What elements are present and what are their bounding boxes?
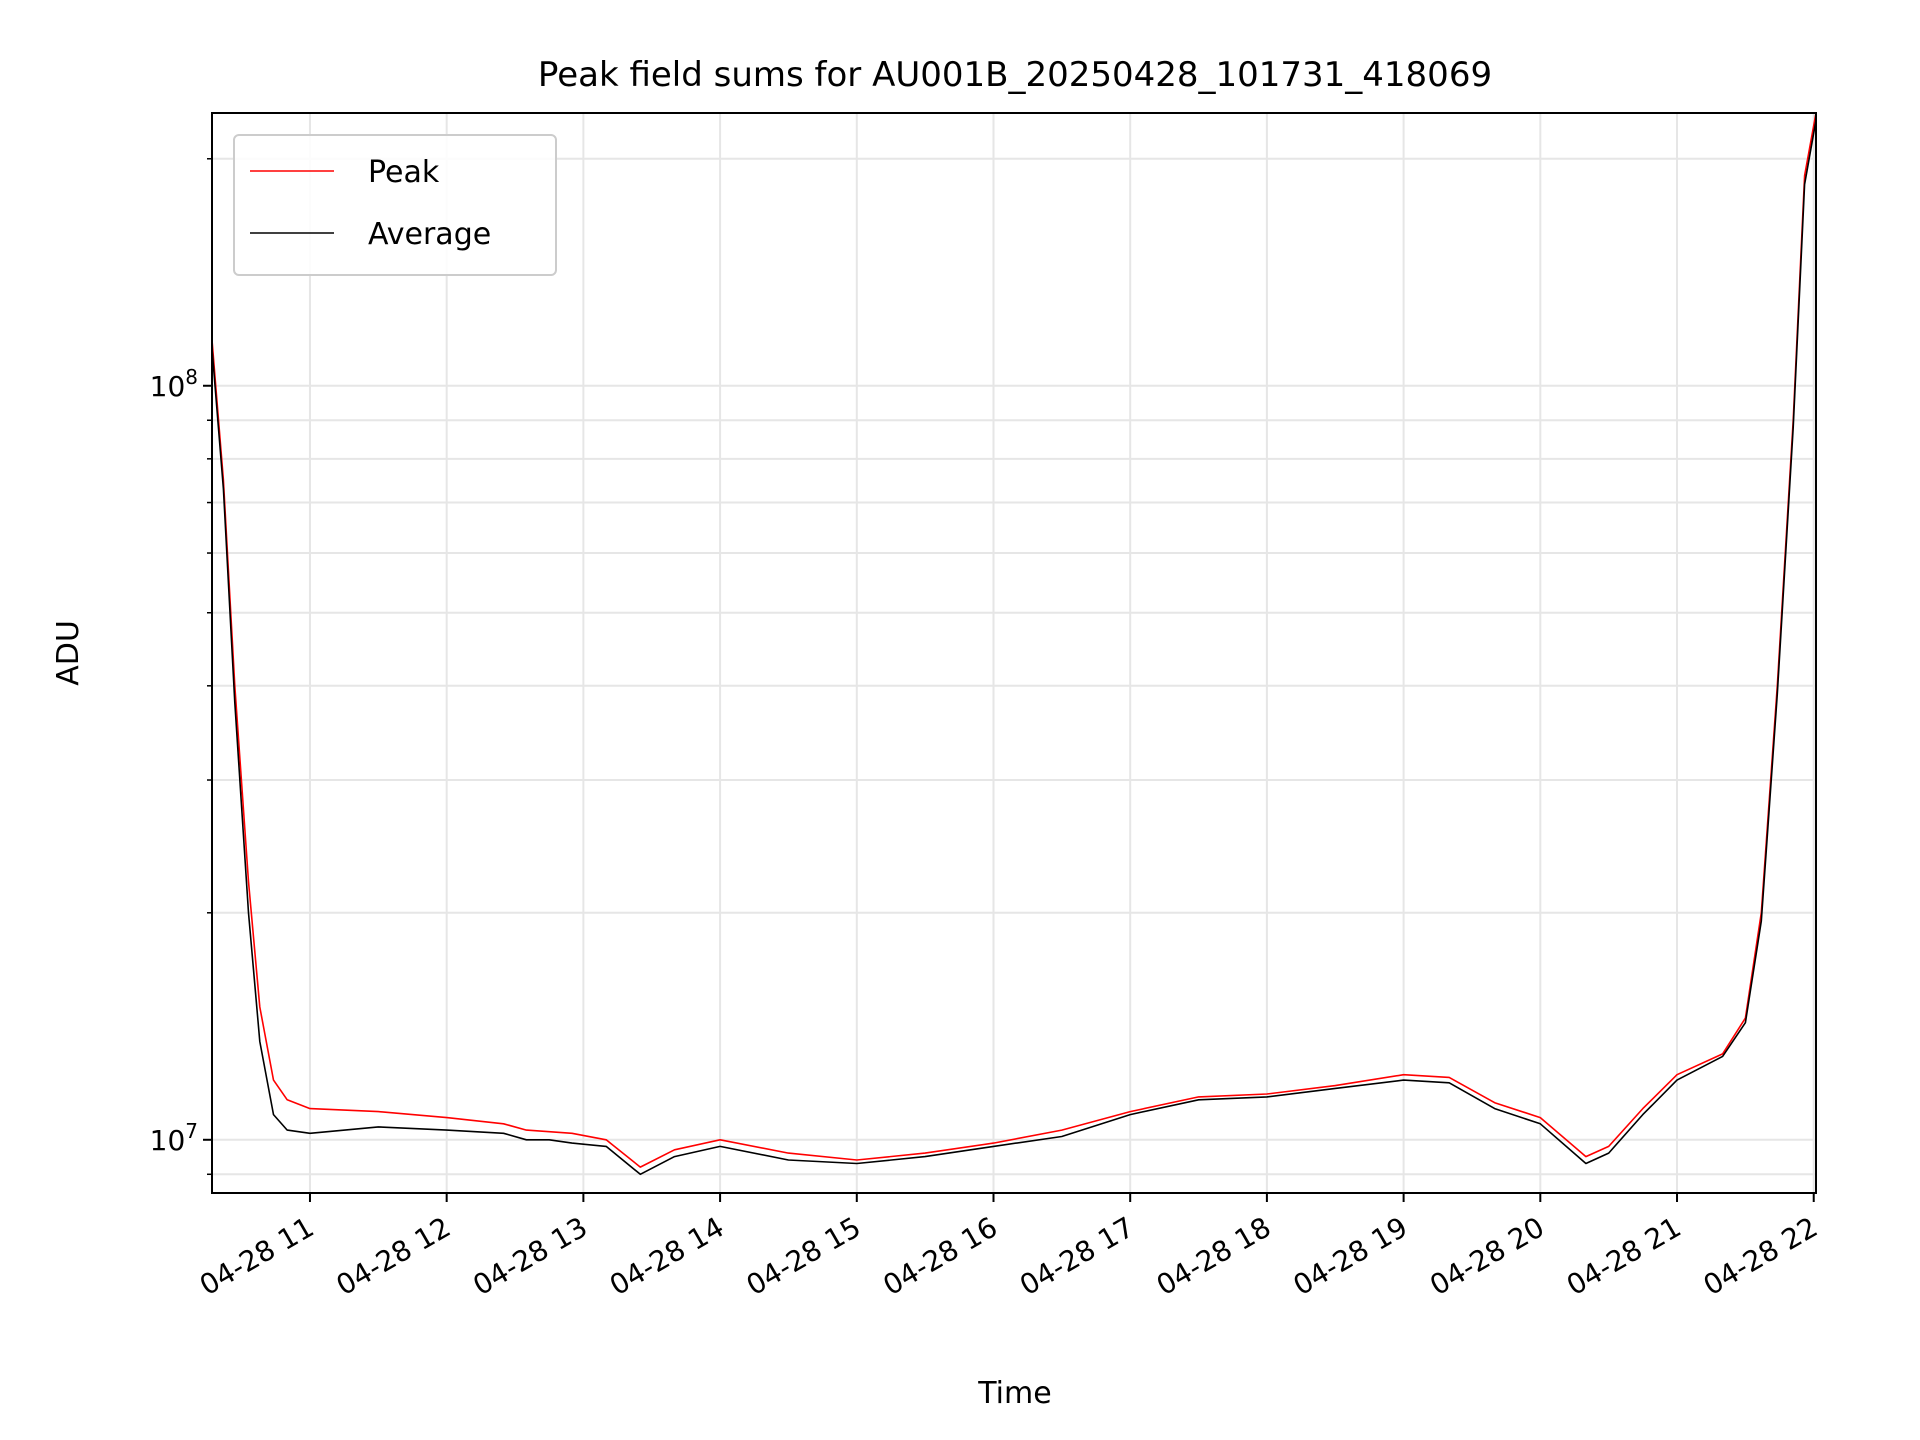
legend-label-average: Average	[368, 217, 491, 252]
series-line-average	[211, 120, 1817, 1176]
grid-lines	[212, 113, 1816, 1193]
series-layer	[211, 112, 1817, 1176]
y-tick-label-base: 10	[150, 370, 186, 403]
y-tick-label: 107	[150, 1119, 198, 1157]
series-line-peak	[211, 112, 1817, 1168]
x-axis-label: Time	[977, 1376, 1051, 1411]
legend-label-peak: Peak	[368, 155, 440, 190]
y-tick-label-base: 10	[150, 1124, 186, 1157]
y-axis-label: ADU	[51, 620, 86, 686]
y-tick-label-exponent: 8	[185, 365, 198, 389]
y-tick-label-exponent: 7	[185, 1119, 198, 1143]
legend: Peak Average	[233, 134, 557, 276]
plot-frame	[211, 112, 1817, 1194]
legend-box	[233, 134, 557, 276]
chart-title: Peak field sums for AU001B_20250428_1017…	[538, 55, 1492, 95]
y-tick-label: 108	[150, 365, 198, 403]
